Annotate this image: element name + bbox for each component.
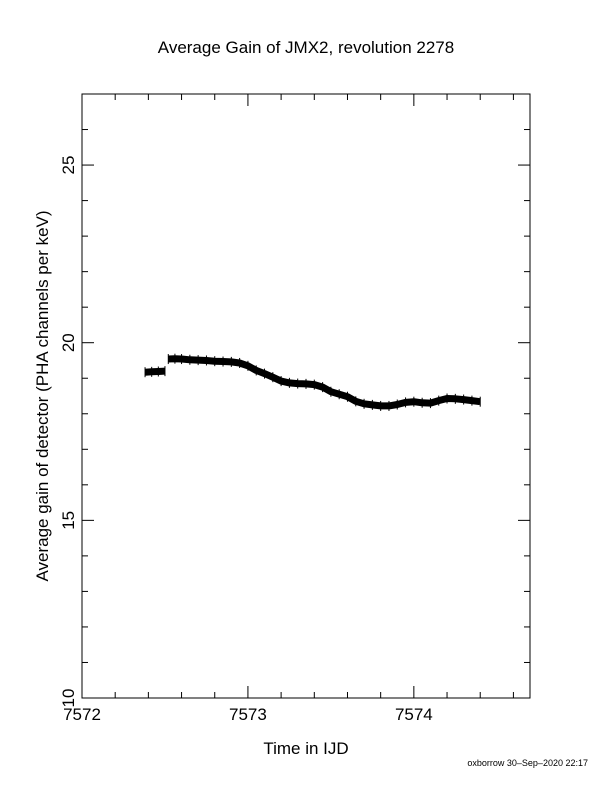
x-tick-label: 7573	[229, 705, 267, 724]
x-tick-label: 7572	[63, 705, 101, 724]
y-axis-label: Average gain of detector (PHA channels p…	[33, 210, 52, 581]
series-line	[144, 367, 166, 376]
data-series	[144, 353, 481, 411]
x-tick-label: 7574	[395, 705, 433, 724]
x-axis-label: Time in IJD	[263, 739, 348, 758]
plot-frame	[81, 93, 531, 699]
y-tick-label: 10	[59, 689, 78, 708]
y-tick-label: 20	[59, 333, 78, 352]
y-tick-label: 25	[59, 156, 78, 175]
footer-credit: oxborrow 30–Sep–2020 22:17	[467, 758, 588, 768]
y-tick-label: 15	[59, 511, 78, 530]
axis-ticks	[81, 93, 530, 699]
tick-labels: 7572 7573 7574 10 15 20 25	[59, 156, 433, 724]
chart-title: Average Gain of JMX2, revolution 2278	[158, 38, 454, 57]
